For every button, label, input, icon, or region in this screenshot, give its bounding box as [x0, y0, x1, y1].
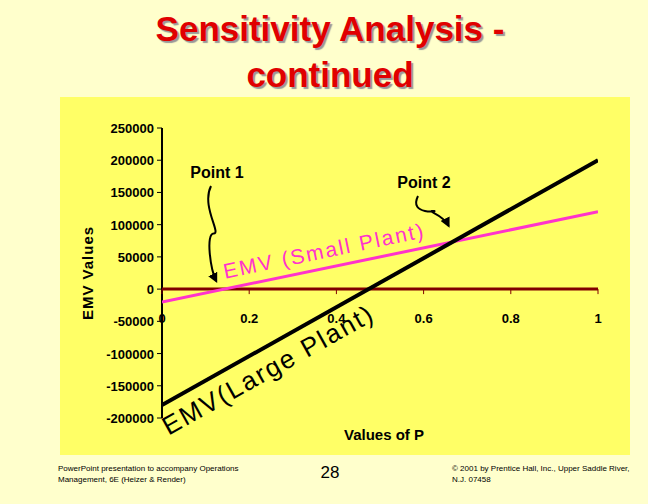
x-tick: [336, 289, 337, 294]
x-tick: [510, 289, 511, 294]
y-tick-label: 50000: [118, 250, 154, 265]
x-tick: [598, 289, 599, 294]
y-tick-label: -100000: [106, 347, 154, 362]
annotation-arrow: [416, 196, 449, 226]
plot-lines: [162, 160, 598, 405]
annotation-arrow: [208, 186, 216, 281]
y-tick-label: 0: [147, 282, 154, 297]
annotation: Point 1: [190, 164, 243, 181]
x-tick-label: 1: [594, 311, 601, 326]
y-tick: [157, 160, 162, 161]
y-tick-label: -200000: [106, 411, 154, 426]
series-line: [162, 160, 598, 405]
x-tick-label: 0.8: [502, 311, 520, 326]
x-axis-label: Values of P: [344, 426, 424, 443]
x-tick-label: 0.2: [240, 311, 258, 326]
y-axis: [161, 128, 163, 418]
x-tick: [423, 289, 424, 294]
y-tick: [157, 224, 162, 225]
y-tick: [157, 385, 162, 386]
x-tick: [162, 289, 163, 294]
y-tick: [157, 192, 162, 193]
x-tick-label: 0.6: [415, 311, 433, 326]
footer-right: © 2001 by Prentice Hall, Inc., Upper Sad…: [452, 463, 642, 485]
series-label: EMV(Large Plant): [157, 298, 380, 441]
series-line: [162, 212, 598, 302]
x-tick: [249, 289, 250, 294]
y-tick-label: 150000: [111, 185, 154, 200]
page-number: 28: [300, 463, 360, 483]
footer-left: PowerPoint presentation to accompany Ope…: [58, 463, 273, 485]
y-tick-label: -50000: [114, 314, 154, 329]
y-tick-label: 100000: [111, 218, 154, 233]
y-tick-label: 200000: [111, 153, 154, 168]
x-tick-label: 0: [158, 311, 165, 326]
y-tick: [157, 353, 162, 354]
y-tick-label: 250000: [111, 121, 154, 136]
chart-area: [60, 97, 630, 455]
y-tick: [157, 128, 162, 129]
y-tick: [157, 289, 162, 290]
y-axis-label: EMV Values: [79, 226, 96, 320]
y-tick: [157, 256, 162, 257]
title: Sensitivity Analysis - continued: [100, 6, 560, 98]
y-tick-label: -150000: [106, 379, 154, 394]
series-label: EMV (Small Plant): [221, 218, 427, 282]
annotation: Point 2: [397, 174, 450, 191]
